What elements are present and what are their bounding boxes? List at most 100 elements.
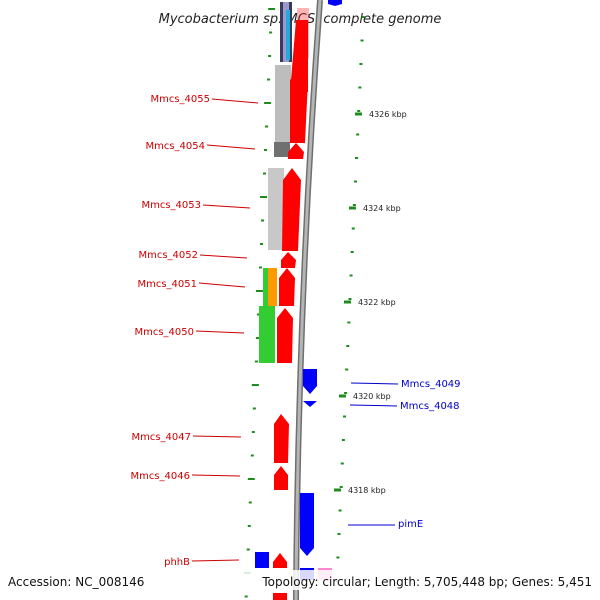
gc-dot: [268, 55, 272, 57]
gene-arrow-pimE[interactable]: [300, 493, 314, 556]
gc-skew-track: [243, 8, 365, 598]
cog-block: [275, 65, 291, 142]
gc-dot: [259, 243, 263, 245]
gene-label[interactable]: Mmcs_4055: [150, 94, 210, 105]
gc-dot: [336, 556, 340, 559]
gc-dot: [244, 595, 248, 598]
gc-dot: [268, 8, 276, 10]
gene-label[interactable]: Mmcs_4054: [145, 141, 205, 152]
gc-dot: [359, 63, 363, 65]
cog-block: [259, 306, 275, 363]
gc-dot: [267, 78, 271, 81]
leader-line: [195, 330, 245, 334]
gc-dot: [260, 196, 268, 198]
leader-line: [349, 404, 398, 407]
leader-line: [192, 435, 242, 438]
gc-dot: [352, 204, 356, 206]
gc-dot: [346, 345, 350, 347]
gene-label[interactable]: Mmcs_4049: [401, 379, 461, 390]
cog-block: [268, 168, 284, 250]
footer-background: [0, 570, 600, 590]
gc-dot: [255, 337, 259, 339]
gc-dot: [254, 360, 258, 363]
gc-dot: [250, 454, 254, 457]
gc-dot: [347, 321, 351, 324]
gene-label[interactable]: phhB: [164, 557, 190, 568]
gc-dot: [344, 392, 348, 394]
gene-arrow-bottom[interactable]: [273, 593, 287, 600]
gene-label[interactable]: Mmcs_4046: [130, 471, 190, 482]
gene-label[interactable]: Mmcs_4050: [134, 327, 194, 338]
gene-label[interactable]: Mmcs_4053: [141, 200, 201, 211]
kbp-label: 4318 kbp: [348, 486, 386, 495]
gc-dot: [350, 251, 354, 253]
gene-arrow-Mmcs_4047[interactable]: [274, 414, 289, 463]
topology-text: Topology: circular; Length: 5,705,448 bp…: [261, 575, 592, 589]
gene-label[interactable]: Mmcs_4047: [131, 432, 191, 443]
leader-line: [191, 474, 241, 477]
leader-line: [198, 282, 246, 288]
gene-arrow-phhB[interactable]: [273, 553, 287, 568]
leader-line: [211, 98, 259, 104]
gc-dot: [256, 313, 260, 316]
gene-label[interactable]: Mmcs_4048: [400, 401, 460, 412]
gc-dot: [356, 133, 360, 136]
forward-gene-track: [273, 8, 309, 600]
gc-dot: [252, 407, 256, 410]
genome-backbone: [293, 0, 323, 600]
cog-feature-track: [259, 2, 292, 363]
gc-dot: [348, 298, 352, 300]
gc-dot: [355, 157, 359, 159]
gc-dot: [351, 227, 355, 230]
leader-line: [206, 144, 256, 150]
gc-dot: [339, 486, 343, 488]
gc-dot: [264, 102, 272, 104]
gene-arrow-Mmcs_4049[interactable]: [303, 369, 317, 394]
gc-dot: [251, 431, 255, 433]
map-title: Mycobacterium sp. MCS, complete genome: [159, 12, 442, 27]
gc-dot: [248, 501, 252, 504]
gc-dot: [345, 368, 349, 371]
gc-dot: [265, 125, 269, 128]
gc-dot: [247, 525, 251, 527]
gc-dot: [264, 149, 268, 151]
gene-arrow-Mmcs_4055[interactable]: [290, 68, 308, 143]
gc-dot: [263, 172, 267, 175]
leader-line: [202, 204, 251, 209]
cog-block: [263, 268, 272, 306]
gc-dot: [246, 548, 250, 551]
reverse-gene-labels: Mmcs_4049 Mmcs_4048 pimE: [348, 379, 461, 530]
gc-dot: [255, 290, 263, 292]
gene-arrow-top-reverse[interactable]: [328, 0, 342, 6]
kbp-label: 4322 kbp: [358, 298, 396, 307]
gene-arrow-phhB-reverse[interactable]: [255, 552, 269, 568]
gc-dot: [357, 110, 361, 112]
leader-line: [350, 382, 399, 385]
gene-arrow-Mmcs_4048[interactable]: [303, 401, 317, 407]
gene-arrow-Mmcs_4054[interactable]: [288, 143, 304, 159]
gc-dot: [340, 462, 344, 465]
gc-dot: [251, 384, 259, 386]
gene-label[interactable]: Mmcs_4051: [137, 279, 197, 290]
gc-dot: [338, 509, 342, 512]
kbp-scale: 4326 kbp 4324 kbp 4322 kbp 4320 kbp 4318 kbp: [334, 110, 407, 495]
gc-dot: [260, 219, 264, 222]
gene-label[interactable]: Mmcs_4052: [138, 250, 198, 261]
gene-label[interactable]: pimE: [398, 519, 423, 530]
gc-dot: [361, 16, 365, 18]
forward-gene-labels: Mmcs_4055 Mmcs_4054 Mmcs_4053 Mmcs_4052 Mmcs…: [130, 94, 259, 568]
gc-dot: [342, 415, 346, 418]
gc-dot: [358, 86, 362, 89]
gene-arrow-Mmcs_4050[interactable]: [277, 308, 293, 363]
cog-block: [268, 268, 277, 306]
gene-arrow-Mmcs_4053[interactable]: [282, 168, 301, 251]
gc-dot: [258, 266, 262, 269]
gene-arrow-Mmcs_4051[interactable]: [279, 268, 295, 306]
gc-dot: [341, 439, 345, 441]
leader-line: [199, 254, 248, 259]
accession-text: Accession: NC_008146: [8, 575, 144, 589]
gc-dot: [353, 180, 357, 183]
gene-arrow-Mmcs_4052[interactable]: [281, 252, 296, 268]
gene-arrow-Mmcs_4046[interactable]: [274, 466, 288, 490]
